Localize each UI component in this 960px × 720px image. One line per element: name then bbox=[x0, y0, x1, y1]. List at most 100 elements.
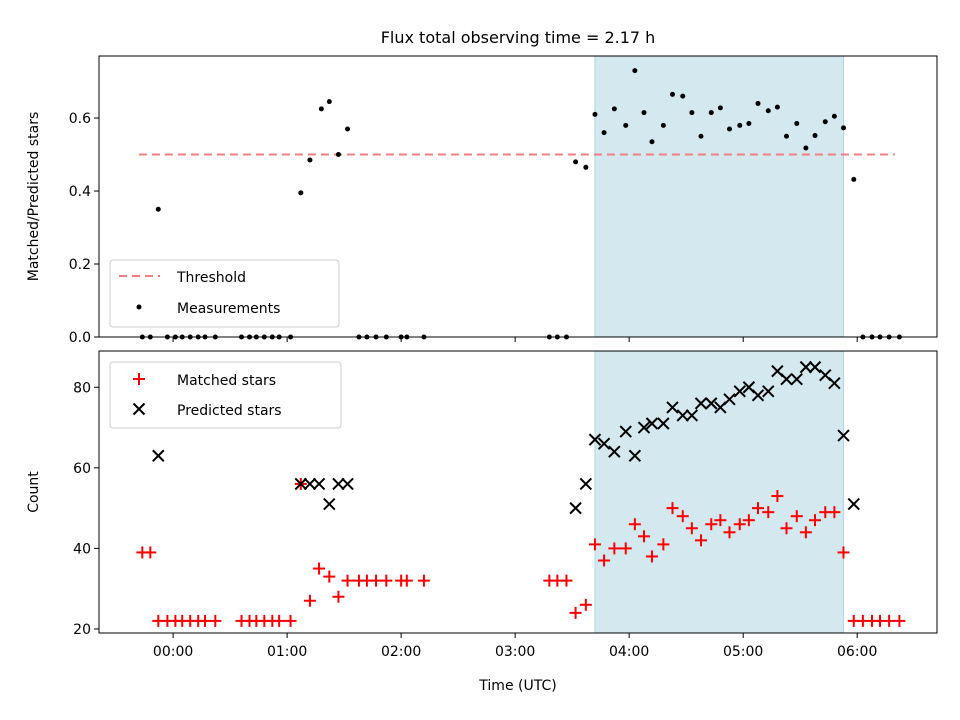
matched-stars-point bbox=[809, 514, 822, 527]
legend-matched-swatch bbox=[133, 373, 145, 385]
matched-stars-point bbox=[380, 574, 393, 587]
predicted-stars-point bbox=[799, 360, 813, 374]
legend-box bbox=[109, 361, 342, 429]
measurement-point bbox=[345, 126, 351, 132]
matched-stars-point bbox=[569, 606, 582, 619]
predicted-stars-point bbox=[694, 397, 708, 410]
measurement-point bbox=[737, 122, 743, 128]
matched-stars-point bbox=[370, 574, 383, 587]
ratio-legend: Threshold Measurements bbox=[109, 259, 340, 328]
x-axis-label: Time (UTC) bbox=[478, 678, 556, 694]
legend-predicted-label: Predicted stars bbox=[177, 403, 282, 419]
count-x-axis: 00:00 01:00 02:00 03:00 04:00 05:00 06:00 bbox=[153, 633, 877, 660]
matched-stars-point bbox=[313, 562, 326, 575]
measurement-point bbox=[660, 122, 666, 128]
chart-title: Flux total observing time = 2.17 h bbox=[381, 28, 656, 47]
predicted-stars-point bbox=[303, 477, 317, 491]
count-y-axis: 20 40 60 80 bbox=[73, 380, 99, 638]
matched-stars-point bbox=[588, 538, 601, 551]
matched-stars-point bbox=[762, 506, 775, 519]
ratio-y-axis: 0.0 0.2 0.4 0.6 bbox=[69, 111, 99, 346]
count-y-label: Count bbox=[26, 471, 42, 513]
measurement-point bbox=[822, 119, 828, 125]
measurement-point bbox=[649, 139, 655, 145]
y-tick-label: 0.6 bbox=[69, 111, 91, 127]
predicted-stars-point bbox=[762, 385, 775, 398]
legend-threshold-label: Threshold bbox=[176, 270, 246, 286]
predicted-stars-point bbox=[780, 372, 793, 386]
predicted-stars-point bbox=[705, 397, 718, 410]
measurement-point bbox=[698, 133, 704, 139]
measurement-point bbox=[318, 106, 324, 112]
x-tick-label: 00:00 bbox=[153, 644, 193, 660]
legend-measurements-label: Measurements bbox=[177, 301, 280, 317]
predicted-stars-point bbox=[828, 377, 841, 390]
matched-stars-point bbox=[332, 590, 345, 603]
matched-stars-point bbox=[323, 570, 336, 583]
predicted-stars-point bbox=[569, 501, 582, 515]
measurement-point bbox=[803, 145, 809, 151]
measurement-point bbox=[726, 126, 732, 132]
matched-stars-point bbox=[799, 526, 812, 539]
count-axes-frame bbox=[98, 350, 938, 634]
matched-stars-point bbox=[751, 502, 764, 515]
matched-stars-point bbox=[828, 506, 841, 519]
x-tick-label: 02:00 bbox=[381, 644, 421, 660]
ratio-panel: 0.0 0.2 0.4 0.6 Matched/Predicted stars Thr… bbox=[26, 55, 938, 346]
matched-stars-point bbox=[733, 518, 746, 531]
x-tick-label: 04:00 bbox=[609, 644, 649, 660]
predicted-stars-point bbox=[685, 409, 699, 422]
measurement-point bbox=[155, 206, 161, 212]
measurement-point bbox=[669, 91, 675, 97]
matched-stars-point bbox=[608, 542, 621, 555]
predicted-stars-point bbox=[723, 393, 736, 406]
ratio-x-axis bbox=[172, 337, 858, 342]
count-marks bbox=[136, 360, 906, 627]
matched-stars-point bbox=[780, 522, 793, 535]
matched-stars-point bbox=[883, 614, 896, 627]
y-tick-label: 80 bbox=[73, 380, 91, 396]
predicted-stars-point bbox=[733, 385, 746, 398]
measurement-point bbox=[755, 100, 761, 106]
measurement-point bbox=[812, 133, 818, 139]
predicted-stars-point bbox=[676, 409, 689, 422]
measurement-point bbox=[326, 99, 332, 105]
matched-stars-point bbox=[645, 550, 658, 563]
y-tick-label: 0.0 bbox=[69, 330, 91, 346]
predicted-stars-point bbox=[152, 449, 165, 462]
legend-box bbox=[109, 259, 340, 328]
measurement-point bbox=[794, 121, 800, 127]
legend-measurements-swatch bbox=[136, 304, 142, 310]
predicted-stars-point bbox=[312, 477, 326, 491]
observing-window-span bbox=[594, 350, 845, 634]
legend-predicted-swatch bbox=[132, 402, 146, 416]
predicted-stars-point bbox=[645, 417, 659, 430]
measurement-point bbox=[335, 152, 341, 158]
predicted-stars-point bbox=[597, 437, 611, 450]
predicted-stars-point bbox=[608, 445, 621, 458]
matched-stars-point bbox=[598, 554, 611, 567]
measurement-point bbox=[623, 122, 629, 128]
predicted-stars-point bbox=[619, 425, 632, 438]
measurement-point bbox=[641, 110, 647, 116]
measurement-point bbox=[851, 176, 857, 182]
observing-window-span bbox=[594, 55, 845, 338]
predicted-stars-point bbox=[808, 360, 822, 374]
matched-stars-point bbox=[676, 510, 689, 523]
predicted-stars-point bbox=[657, 417, 670, 430]
matched-stars-point bbox=[657, 538, 670, 551]
measurement-point bbox=[774, 104, 780, 110]
matched-stars-point bbox=[619, 542, 632, 555]
predicted-stars-point bbox=[588, 433, 602, 446]
matched-stars-point bbox=[790, 510, 803, 523]
predicted-stars-point bbox=[837, 429, 850, 442]
matched-stars-point bbox=[400, 574, 413, 587]
measurement-point bbox=[831, 113, 837, 119]
matched-stars-point bbox=[341, 574, 354, 587]
y-tick-label: 60 bbox=[73, 461, 91, 477]
measurement-point bbox=[717, 105, 723, 111]
measurement-point bbox=[307, 157, 313, 163]
y-tick-label: 0.4 bbox=[69, 184, 91, 200]
measurement-point bbox=[592, 111, 598, 117]
y-tick-label: 20 bbox=[73, 622, 91, 638]
